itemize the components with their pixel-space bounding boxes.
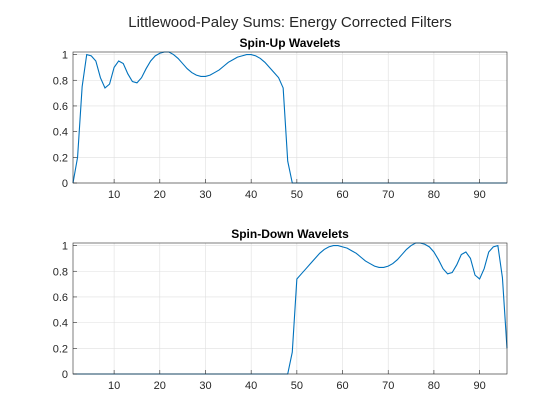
- spin-down-xtick-label: 30: [199, 380, 211, 392]
- spin-up-xtick-label: 80: [428, 189, 440, 201]
- spin-up-xtick-label: 70: [382, 189, 394, 201]
- spin-down-xtick-label: 70: [382, 380, 394, 392]
- spin-down-ytick-label: 0.2: [53, 343, 68, 355]
- spin-down-xtick-label: 90: [473, 380, 485, 392]
- figure-title: Littlewood-Paley Sums: Energy Corrected …: [128, 14, 451, 31]
- spin-down-axes: Spin-Down Wavelets 10 20 30 40 50 60 70 80 90 0 0.…: [53, 227, 508, 392]
- spin-down-xtick-label: 20: [154, 380, 166, 392]
- spin-up-xtick-label: 50: [291, 189, 303, 201]
- spin-up-xtick-label: 90: [473, 189, 485, 201]
- spin-up-ytick-label: 1: [62, 50, 68, 62]
- spin-up-axis-box: [72, 51, 508, 184]
- spin-up-xtick-label: 10: [108, 189, 120, 201]
- spin-down-axis-box: [72, 242, 508, 375]
- spin-down-ytick-label: 1: [62, 241, 68, 253]
- spin-down-title: Spin-Down Wavelets: [231, 227, 349, 241]
- spin-down-ytick-label: 0.6: [53, 292, 68, 304]
- spin-down-xtick-label: 60: [336, 380, 348, 392]
- spin-down-xtick-label: 40: [245, 380, 257, 392]
- spin-down-ytick-label: 0.4: [53, 318, 68, 330]
- spin-up-ytick-label: 0: [62, 178, 68, 190]
- spin-up-ytick-label: 0.2: [53, 152, 68, 164]
- spin-down-xtick-label: 10: [108, 380, 120, 392]
- spin-up-title: Spin-Up Wavelets: [240, 36, 341, 50]
- spin-up-ytick-label: 0.8: [53, 75, 68, 87]
- spin-down-xtick-label: 80: [428, 380, 440, 392]
- spin-up-ytick-label: 0.4: [53, 127, 68, 139]
- spin-up-xtick-label: 60: [336, 189, 348, 201]
- spin-down-ytick-label: 0: [62, 369, 68, 381]
- spin-up-ytick-label: 0.6: [53, 101, 68, 113]
- spin-up-xtick-label: 30: [199, 189, 211, 201]
- spin-up-axes: Spin-Up Wavelets 10 20 30 40 50 60 70 80 90 0 0.2 0…: [53, 36, 508, 201]
- spin-up-xtick-label: 40: [245, 189, 257, 201]
- spin-down-xtick-label: 50: [291, 380, 303, 392]
- spin-up-xtick-label: 20: [154, 189, 166, 201]
- spin-down-ytick-label: 0.8: [53, 266, 68, 278]
